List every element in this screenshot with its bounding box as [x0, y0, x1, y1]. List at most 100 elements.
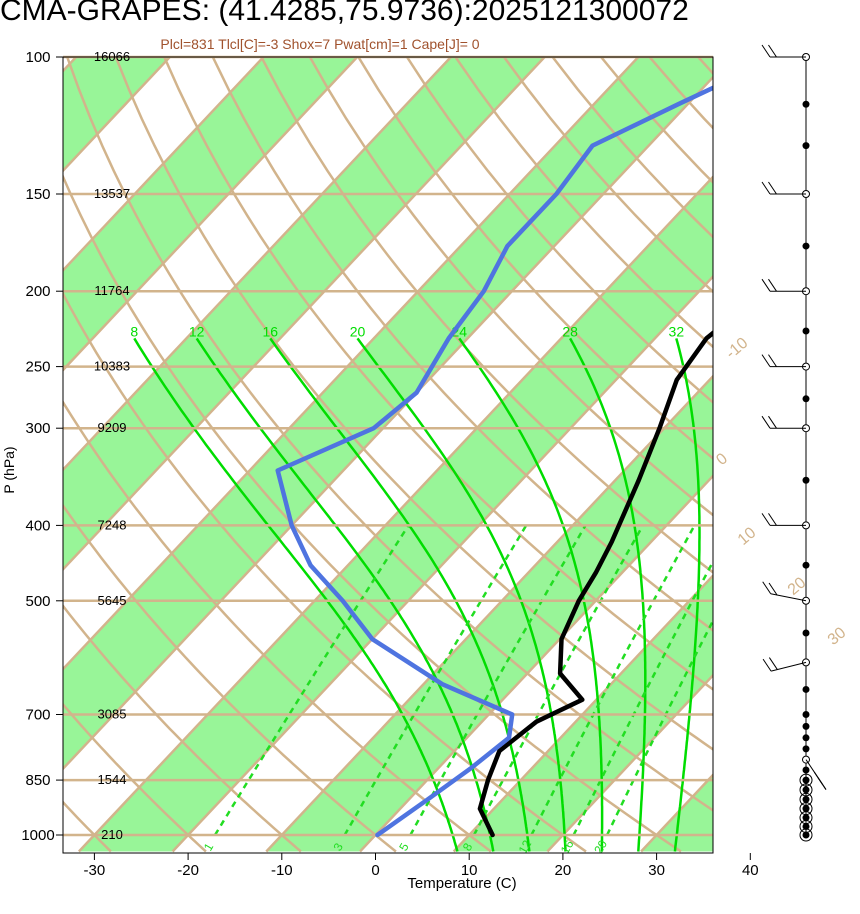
temperature-band	[829, 57, 860, 852]
x-tick-label: 0	[371, 862, 379, 879]
wind-level-dot	[802, 476, 810, 484]
wind-level-dot	[802, 142, 810, 150]
wind-barb-feather	[761, 513, 771, 526]
wind-level-dot	[802, 734, 810, 742]
moist-adiabat-label: 16	[262, 323, 278, 339]
wind-level-dot	[802, 722, 810, 730]
wind-level-dot	[802, 710, 810, 718]
x-tick-label: -10	[271, 862, 293, 879]
isotherm-line	[452, 573, 713, 853]
dry-adiabat-line	[747, 57, 860, 852]
isotherm-line	[63, 57, 265, 273]
wind-level-dot	[802, 327, 810, 335]
isotherm-label: 0	[713, 450, 731, 469]
wind-level-dot	[802, 786, 810, 794]
pressure-tick-label: 250	[25, 359, 50, 376]
wind-level-dot	[802, 629, 810, 637]
wind-level-dot	[802, 822, 810, 830]
dry-adiabat-line	[163, 57, 713, 691]
wind-barb-feather	[768, 657, 778, 670]
dry-adiabat-line	[63, 702, 207, 853]
height-label: 9209	[98, 420, 127, 435]
temperature-profile	[477, 330, 713, 838]
wind-level-dot	[802, 766, 810, 774]
height-label: 11764	[94, 283, 129, 298]
x-tick-label: 30	[648, 862, 665, 879]
calm-wind-circle	[799, 811, 813, 825]
mixing-ratio-label: 1	[201, 840, 217, 853]
y-axis-label: P (hPa)	[1, 446, 17, 493]
height-label: 7248	[98, 517, 127, 532]
moist-adiabat-line	[133, 337, 459, 852]
wind-barb-feather	[761, 44, 771, 58]
isotherm-label: 10	[735, 524, 760, 549]
isotherm-line	[63, 75, 713, 771]
isotherm-line	[735, 57, 860, 851]
wind-level-dot	[802, 100, 810, 108]
pressure-tick-label: 500	[25, 593, 50, 610]
moist-adiabat-line	[673, 338, 701, 852]
height-label: 5645	[98, 593, 127, 608]
height-label: 16066	[94, 49, 130, 64]
wind-barb-staff	[770, 593, 807, 602]
dry-adiabat-line	[63, 503, 397, 853]
wind-barb-feather	[762, 581, 772, 595]
moist-adiabat-label: 32	[669, 323, 685, 339]
wind-barb-feather	[761, 354, 771, 367]
wind-level-dot	[802, 814, 810, 822]
moist-adiabat-label: 20	[350, 323, 366, 339]
pressure-tick-label: 150	[25, 186, 50, 203]
pressure-tick-label: 300	[25, 420, 50, 437]
plot-frame	[62, 56, 714, 854]
height-label: 10383	[94, 359, 130, 374]
wind-level-dot	[802, 242, 810, 250]
isotherm-label: -10	[723, 335, 752, 363]
pressure-tick-label: 1000	[21, 827, 54, 844]
moist-adiabat-line	[269, 337, 531, 852]
x-tick-label: 10	[461, 862, 478, 879]
x-tick-label: -20	[177, 862, 199, 879]
isobar-lines	[63, 55, 713, 837]
wind-barb-feather	[761, 181, 771, 195]
dry-adiabat-line	[114, 57, 713, 751]
chart-subtitle: Plcl=831 Tlcl[C]=-3 Shox=7 Pwat[cm]=1 Ca…	[160, 36, 480, 52]
moist-adiabat-label: 12	[189, 323, 205, 339]
isotherm-line	[359, 474, 713, 853]
dry-adiabat-line	[63, 399, 492, 853]
pressure-tick-label: 400	[25, 517, 50, 534]
dry-adiabat-line	[357, 57, 713, 461]
height-label: 210	[101, 827, 123, 842]
calm-wind-circle	[799, 828, 813, 842]
pressure-tick-label: 850	[25, 772, 50, 789]
height-label: 3085	[98, 706, 127, 721]
moist-adiabat-label: 8	[130, 323, 138, 339]
wind-barb-feather	[761, 278, 771, 292]
dry-adiabat-line	[795, 57, 860, 852]
wind-level-dot	[802, 561, 810, 569]
calm-wind-circle	[799, 783, 813, 797]
x-tick-label: 20	[555, 862, 572, 879]
isotherm-line	[63, 57, 640, 671]
wind-level-dot	[802, 795, 810, 803]
wind-barb-staff	[770, 661, 807, 672]
pressure-tick-label: 200	[25, 283, 50, 300]
isotherm-line	[63, 57, 546, 572]
dry-adiabat-line	[308, 57, 713, 517]
calm-wind-circle	[799, 802, 813, 816]
wind-barb-column	[761, 44, 827, 842]
pressure-tick-label: 100	[25, 49, 50, 66]
wind-level-dot	[802, 395, 810, 403]
dewpoint-profile	[275, 85, 713, 838]
wind-barb-feather	[768, 181, 777, 195]
sounding-profiles	[275, 85, 713, 838]
wind-level-dot	[802, 805, 810, 813]
x-axis-label: Temperature (C)	[407, 875, 516, 892]
wind-level-dot	[802, 745, 810, 753]
wind-level-dot	[802, 685, 810, 693]
isotherm-label: 30	[825, 624, 850, 649]
moist-adiabat-line	[356, 337, 567, 852]
wind-level-dot	[802, 831, 810, 839]
moist-adiabat-label: 28	[562, 323, 578, 339]
moist-adiabat-line	[458, 337, 604, 852]
dry-adiabat-line	[260, 57, 713, 574]
